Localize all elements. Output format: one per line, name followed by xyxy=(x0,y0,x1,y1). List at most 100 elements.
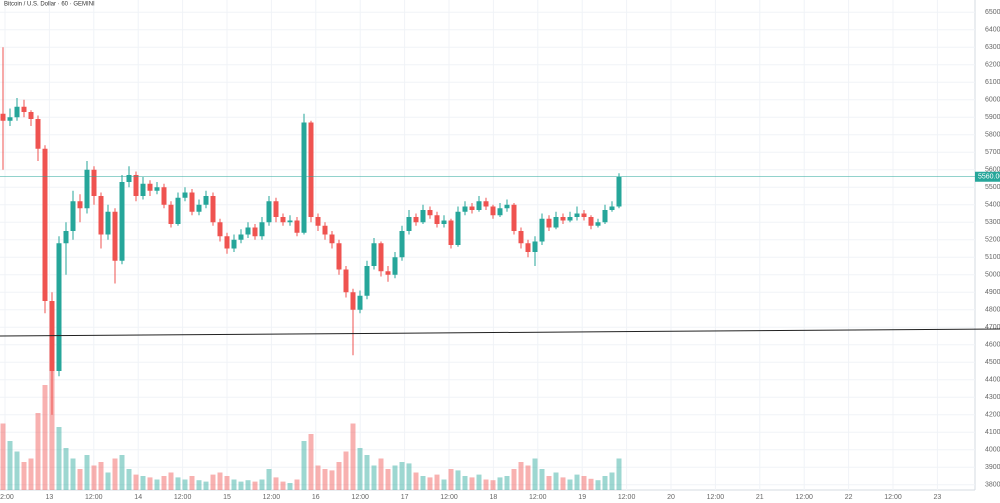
y-tick-label: 4900.00 xyxy=(985,289,1000,296)
candle-body xyxy=(329,234,335,244)
volume-bar xyxy=(238,481,244,490)
volume-bar xyxy=(434,474,440,490)
volume-bar xyxy=(217,472,223,490)
volume-bar xyxy=(133,474,139,490)
x-tick-label: 13 xyxy=(46,494,54,501)
volume-bar xyxy=(483,479,489,490)
candle-body xyxy=(511,204,517,231)
volume-bar xyxy=(574,474,580,490)
candle-body xyxy=(168,204,174,224)
candle-body xyxy=(280,217,286,223)
volume-bar xyxy=(525,465,531,490)
candle-body xyxy=(490,206,496,216)
candle-body xyxy=(364,266,370,296)
volume-bar xyxy=(455,470,461,490)
x-tick-label: 15 xyxy=(223,494,231,501)
candle-body xyxy=(70,201,76,231)
candle-body xyxy=(609,206,615,210)
y-tick-label: 3800.00 xyxy=(985,482,1000,489)
volume-bar xyxy=(301,441,307,490)
candle-body xyxy=(483,201,489,207)
volume-bar xyxy=(490,480,496,490)
candle-body xyxy=(252,227,258,237)
volume-bar xyxy=(357,448,363,490)
volume-bar xyxy=(518,462,524,490)
candle-body xyxy=(105,211,111,235)
volume-bar xyxy=(595,480,601,490)
volume-bar xyxy=(532,458,538,490)
volume-bar xyxy=(70,458,76,490)
volume-bar xyxy=(427,477,433,490)
x-tick-label: 17 xyxy=(401,494,409,501)
y-tick-label: 5500.00 xyxy=(985,184,1000,191)
candle-body xyxy=(154,187,160,191)
y-tick-label: 5300.00 xyxy=(985,219,1000,226)
volume-bar xyxy=(203,481,209,490)
x-tick-label: 12:00 xyxy=(707,494,725,501)
volume-bar xyxy=(91,465,97,490)
candle-body xyxy=(413,217,419,223)
candle-body xyxy=(91,169,97,196)
candle-body xyxy=(343,269,349,293)
candle-body xyxy=(406,217,412,231)
candle-body xyxy=(175,197,181,224)
candle-body xyxy=(427,210,433,216)
volume-bar xyxy=(112,458,118,490)
candle-body xyxy=(273,201,279,217)
x-tick-label: 12:00 xyxy=(884,494,902,501)
volume-bar xyxy=(126,469,132,490)
candle-body xyxy=(420,210,426,223)
candles xyxy=(0,47,622,415)
candle-body xyxy=(259,222,265,237)
volume-bar xyxy=(21,462,27,490)
volume-bar xyxy=(294,479,300,490)
y-tick-label: 5100.00 xyxy=(985,254,1000,261)
x-tick-label: 14 xyxy=(134,494,142,501)
candle-body xyxy=(497,208,503,216)
y-tick-label: 4100.00 xyxy=(985,429,1000,436)
candle-body xyxy=(595,222,601,226)
volume-bar xyxy=(315,465,321,490)
trend-line xyxy=(0,328,1000,337)
volume-bar xyxy=(259,479,265,490)
y-tick-label: 4400.00 xyxy=(985,377,1000,384)
x-tick-label: 12:00 xyxy=(263,494,281,501)
candle-body xyxy=(448,220,454,245)
volume-bar xyxy=(406,463,412,490)
candle-body xyxy=(203,196,209,205)
y-tick-label: 5400.00 xyxy=(985,202,1000,209)
candle-body xyxy=(560,217,566,221)
volume-bar xyxy=(280,481,286,490)
volume-bar xyxy=(336,462,342,490)
x-tick-label: 21 xyxy=(756,494,764,501)
chart-title: Bitcoin / U.S. Dollar · 60 · GEMINI xyxy=(4,2,95,8)
candle-body xyxy=(245,227,251,235)
candle-body xyxy=(602,210,608,223)
volume-bar xyxy=(588,478,594,490)
volume-bar xyxy=(287,483,293,490)
volume-bar xyxy=(147,477,153,490)
volume-bar xyxy=(392,465,398,490)
volume-bar xyxy=(539,469,545,490)
volume-bar xyxy=(182,479,188,490)
candle-body xyxy=(371,243,377,266)
volume-bar xyxy=(441,479,447,490)
volume-bar xyxy=(28,458,34,490)
volume-bar xyxy=(252,481,258,490)
volume-bar xyxy=(154,479,160,490)
candle-body xyxy=(378,243,384,272)
candle-body xyxy=(567,217,573,221)
volume-bar xyxy=(329,470,335,490)
candle-body xyxy=(616,176,622,207)
x-tick-label: 12:00 xyxy=(351,494,369,501)
candle-body xyxy=(84,169,90,209)
volume-bar xyxy=(602,476,608,490)
volume-bar xyxy=(322,469,328,490)
last-price-tag xyxy=(975,171,1000,182)
candle-body xyxy=(77,201,83,209)
volume-bar xyxy=(140,476,146,490)
volume-bar xyxy=(448,469,454,490)
